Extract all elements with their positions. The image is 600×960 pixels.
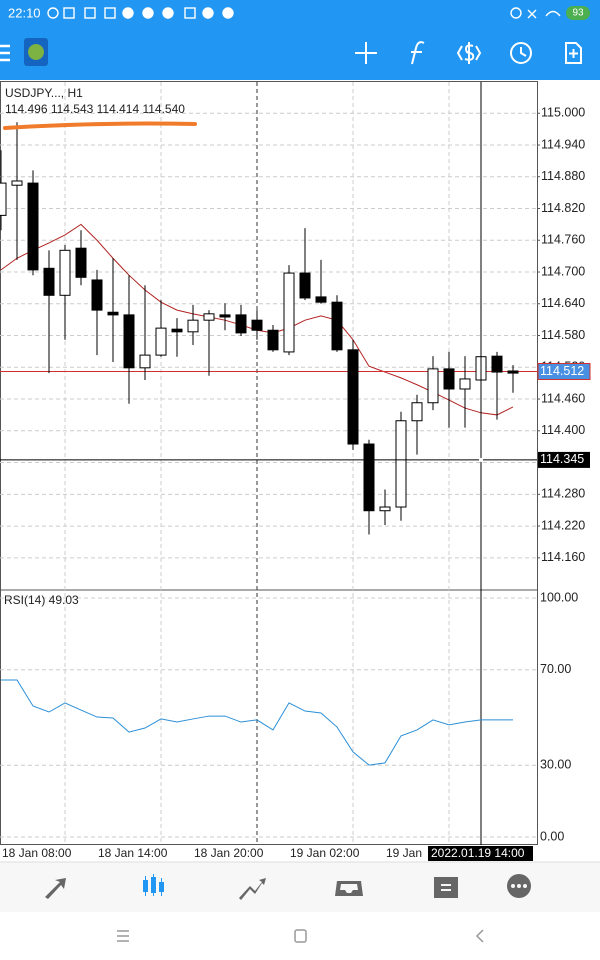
candle-body	[171, 328, 183, 333]
y-tick-label: 114.400	[541, 423, 585, 437]
bottom-nav	[0, 862, 600, 912]
candle-body	[315, 296, 327, 303]
x-tick-label: 18 Jan 14:00	[98, 846, 168, 860]
home-key[interactable]	[294, 929, 307, 943]
candle-body	[11, 180, 23, 186]
y-tick-label: 114.760	[541, 233, 585, 247]
candle-body	[331, 301, 343, 351]
plot: 115.000 114.940 114.880 114.820 114.760 114.7…	[0, 82, 591, 861]
x-tick-label: 18 Jan 08:00	[2, 846, 72, 860]
y-tick-label: 114.220	[541, 518, 585, 532]
candle-body	[395, 420, 407, 508]
crosshair-y-tag	[538, 451, 590, 468]
chart-ohlc: 114.496 114.543 114.414 114.540	[5, 102, 185, 116]
indicators-tool[interactable]	[411, 41, 425, 65]
crosshair-y-label: 114.345	[540, 452, 584, 466]
candle-body	[75, 247, 87, 278]
menu-button[interactable]	[0, 44, 10, 62]
menu-key[interactable]	[117, 930, 129, 942]
y-tick-label: 114.580	[541, 328, 585, 342]
candle-body	[507, 370, 519, 374]
y-tick-label: 100.00	[540, 590, 578, 604]
rsi-title: RSI(14) 49.03	[4, 593, 79, 607]
candle-body	[187, 319, 199, 333]
candle-body	[91, 279, 103, 311]
battery-level: 93	[572, 8, 584, 19]
system-nav	[0, 912, 600, 960]
candle-body	[267, 329, 279, 351]
candle-body	[251, 319, 263, 331]
y-tick-label: 114.640	[541, 296, 585, 310]
candle-body	[59, 249, 71, 296]
candle-body	[411, 402, 423, 422]
y-tick-label: 114.940	[541, 137, 585, 151]
candle-body	[235, 314, 247, 334]
candle-body	[363, 443, 375, 512]
history-tab[interactable]	[335, 881, 363, 896]
candle-body	[283, 272, 295, 353]
y-tick-label: 30.00	[540, 758, 571, 772]
candle-body	[203, 313, 215, 321]
x-tick-label: 19 Jan 02:00	[290, 846, 360, 860]
y-tick-label: 114.460	[541, 391, 585, 405]
new-order-tool[interactable]	[565, 42, 582, 64]
chart-title: USDJPY..., H1	[5, 86, 83, 100]
candle-body	[155, 327, 167, 356]
y-tick-label: 0.00	[540, 829, 564, 843]
candle-body	[443, 368, 455, 390]
battery	[566, 6, 590, 20]
candle-body	[491, 355, 503, 373]
bid-label: 114.512	[540, 364, 584, 378]
x-tick-label: 18 Jan 20:00	[194, 846, 264, 860]
crosshair-x-label: 2022.01.19 14:00	[431, 846, 525, 860]
candle-body	[219, 314, 231, 318]
candle-body	[379, 506, 391, 512]
news-tab[interactable]	[434, 877, 458, 898]
y-tick-label: 114.700	[541, 264, 585, 278]
crosshair-x-tag	[428, 846, 533, 861]
y-tick-label: 114.880	[541, 169, 585, 183]
bid-tag	[537, 363, 591, 381]
y-tick-label: 70.00	[540, 662, 571, 676]
y-tick-label: 114.820	[541, 201, 585, 215]
back-key[interactable]	[475, 929, 484, 943]
period-tool[interactable]	[510, 42, 532, 64]
candle-body	[27, 182, 39, 271]
y-tick-label: 114.280	[541, 487, 585, 501]
trade-tab[interactable]	[239, 878, 266, 900]
candle-body	[299, 272, 311, 299]
crosshair-tool[interactable]	[355, 42, 377, 64]
chart-tab[interactable]	[143, 874, 164, 896]
candle-body	[0, 182, 7, 216]
candle-body	[347, 349, 359, 445]
notification-icons	[47, 7, 561, 19]
crosshair-dot	[479, 457, 483, 462]
candle-body	[427, 368, 439, 404]
objects-tool[interactable]	[456, 42, 482, 64]
clock: 22:10	[8, 5, 41, 20]
candle-body	[139, 354, 151, 369]
candle-body	[123, 314, 135, 369]
candle-body	[459, 378, 471, 390]
rsi-line	[1, 679, 513, 766]
y-tick-label: 114.160	[541, 550, 585, 564]
app-logo-globe	[28, 44, 44, 60]
candle-body	[107, 311, 119, 316]
quotes-tab[interactable]	[45, 878, 66, 899]
y-tick-label: 115.000	[541, 106, 585, 120]
candle-body	[43, 267, 55, 296]
app-bar	[0, 0, 600, 80]
x-tick-label: 19 Jan	[386, 846, 422, 860]
highlight-stroke	[3, 121, 197, 130]
